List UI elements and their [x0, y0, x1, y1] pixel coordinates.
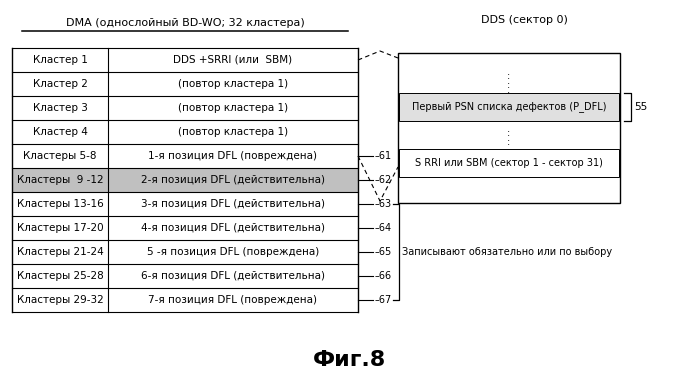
Text: S RRI или SBM (сектор 1 - сектор 31): S RRI или SBM (сектор 1 - сектор 31) [415, 158, 603, 168]
Text: Кластеры 21-24: Кластеры 21-24 [17, 247, 104, 257]
Text: 55: 55 [634, 102, 648, 112]
Text: 7-я позиция DFL (повреждена): 7-я позиция DFL (повреждена) [148, 295, 318, 305]
Text: Кластер 4: Кластер 4 [33, 127, 88, 137]
Text: DDS (сектор 0): DDS (сектор 0) [481, 15, 568, 25]
Bar [12, 168, 358, 192]
Text: 3-я позиция DFL (действительна): 3-я позиция DFL (действительна) [141, 199, 325, 209]
Text: Кластер 2: Кластер 2 [33, 79, 88, 89]
Text: Кластеры  9 -12: Кластеры 9 -12 [17, 175, 104, 185]
Bar [399, 149, 619, 177]
Text: –62: –62 [375, 175, 392, 185]
Text: DDS +SRRI (или  SBM): DDS +SRRI (или SBM) [174, 55, 293, 65]
Text: –64: –64 [375, 223, 392, 233]
Text: DMA (однослойный BD-WO; 32 кластера): DMA (однослойный BD-WO; 32 кластера) [66, 18, 304, 28]
Text: Кластеры 25-28: Кластеры 25-28 [17, 271, 104, 281]
Text: (повтор кластера 1): (повтор кластера 1) [178, 103, 288, 113]
Text: 6-я позиция DFL (действительна): 6-я позиция DFL (действительна) [141, 271, 325, 281]
Text: Кластеры 29-32: Кластеры 29-32 [17, 295, 104, 305]
Text: Кластеры 5-8: Кластеры 5-8 [23, 151, 97, 161]
Text: –66: –66 [375, 271, 392, 281]
Text: Первый PSN списка дефектов (P_DFL): Первый PSN списка дефектов (P_DFL) [412, 102, 606, 112]
Text: :
:
:: : : : [508, 71, 510, 99]
Bar [398, 53, 620, 203]
Text: (повтор кластера 1): (повтор кластера 1) [178, 127, 288, 137]
Text: 5 -я позиция DFL (повреждена): 5 -я позиция DFL (повреждена) [147, 247, 319, 257]
Text: Фиг.8: Фиг.8 [314, 350, 386, 370]
Text: –63: –63 [375, 199, 392, 209]
Text: –65: –65 [375, 247, 392, 257]
Text: (повтор кластера 1): (повтор кластера 1) [178, 79, 288, 89]
Text: Кластеры 17-20: Кластеры 17-20 [17, 223, 104, 233]
Text: Кластер 3: Кластер 3 [33, 103, 88, 113]
Text: –67: –67 [375, 295, 392, 305]
Text: 1-я позиция DFL (повреждена): 1-я позиция DFL (повреждена) [148, 151, 318, 161]
Text: Кластеры 13-16: Кластеры 13-16 [17, 199, 104, 209]
Text: :
:
:: : : : [508, 128, 510, 156]
Bar [399, 93, 619, 121]
Text: 4-я позиция DFL (действительна): 4-я позиция DFL (действительна) [141, 223, 325, 233]
Text: Записывают обязательно или по выбору: Записывают обязательно или по выбору [402, 247, 612, 257]
Text: Кластер 1: Кластер 1 [33, 55, 88, 65]
Text: –61: –61 [375, 151, 392, 161]
Text: 2-я позиция DFL (действительна): 2-я позиция DFL (действительна) [141, 175, 325, 185]
